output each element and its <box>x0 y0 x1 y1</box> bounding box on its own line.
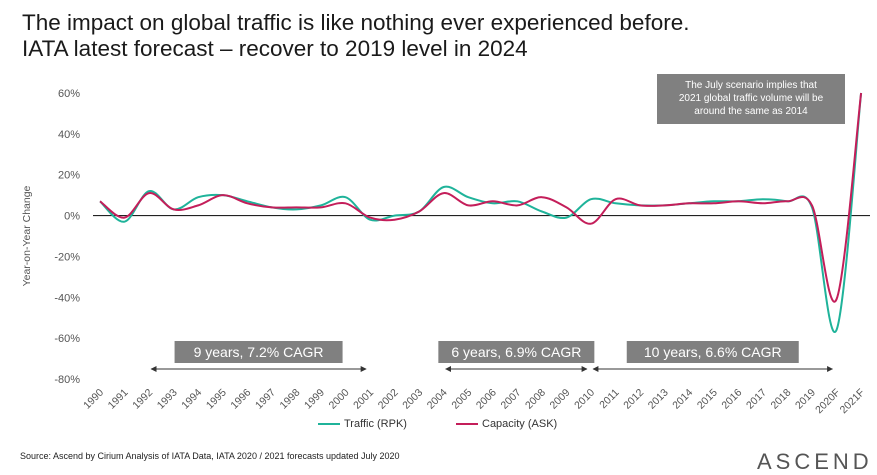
x-tick-label: 2016 <box>719 387 744 412</box>
title-line-1: The impact on global traffic is like not… <box>22 10 690 35</box>
line-chart: Year-on-Year Change 60% 40% 20% 0% -20% -40% -6… <box>21 74 870 417</box>
source-note: Source: Ascend by Cirium Analysis of IAT… <box>20 451 400 461</box>
x-tick-label: 2012 <box>621 387 646 412</box>
x-tick-label: 2009 <box>548 387 573 412</box>
y-tick-label: 20% <box>58 170 80 182</box>
x-tick-label: 1997 <box>253 387 278 412</box>
y-tick-label: -60% <box>54 333 80 345</box>
x-tick-label: 2008 <box>523 387 548 412</box>
x-tick-label: 1995 <box>204 387 229 412</box>
x-tick-label: 2015 <box>695 387 720 412</box>
y-tick-label: -80% <box>54 374 80 386</box>
chart-title: The impact on global traffic is like not… <box>22 10 689 62</box>
cagr-label: 10 years, 6.6% CAGR <box>644 344 782 360</box>
x-tick-label: 2020F <box>813 387 843 417</box>
scenario-callout-text: The July scenario implies that <box>685 80 817 91</box>
x-tick-label: 2000 <box>327 387 352 412</box>
y-tick-label: -20% <box>54 251 80 263</box>
traffic-legend-swatch <box>318 423 340 425</box>
legend-item-capacity: Capacity (ASK) <box>456 418 557 430</box>
capacity-legend-label: Capacity (ASK) <box>482 418 558 430</box>
scenario-callout-text: around the same as 2014 <box>694 106 808 117</box>
x-tick-label: 2021F <box>838 387 868 417</box>
x-tick-label: 1999 <box>302 387 327 412</box>
capacity-ask-line <box>99 92 863 303</box>
x-tick-label: 1994 <box>179 387 204 412</box>
x-tick-label: 2003 <box>400 387 425 412</box>
x-tick-label: 1992 <box>130 387 155 412</box>
x-tick-label: 1998 <box>278 387 303 412</box>
x-tick-label: 1990 <box>81 387 106 412</box>
x-tick-label: 1991 <box>106 387 131 412</box>
y-tick-label: 0% <box>64 211 80 223</box>
x-tick-label: 1993 <box>155 387 180 412</box>
traffic-rpk-line <box>99 92 863 334</box>
scenario-callout-box <box>657 74 845 124</box>
x-tick-label: 2013 <box>646 387 671 412</box>
brand-logo: ASCEND <box>757 449 873 474</box>
legend-item-traffic: Traffic (RPK) <box>318 418 407 430</box>
cagr-label-box <box>626 341 799 363</box>
x-tick-label: 2014 <box>670 387 695 412</box>
x-tick-label: 2017 <box>744 387 769 412</box>
y-tick-label: 40% <box>58 129 80 141</box>
y-tick-label: 60% <box>58 88 80 100</box>
cagr-label: 9 years, 7.2% CAGR <box>194 344 324 360</box>
x-tick-label: 2006 <box>474 387 499 412</box>
traffic-legend-label: Traffic (RPK) <box>344 418 407 430</box>
y-axis-title: Year-on-Year Change <box>21 185 33 286</box>
capacity-legend-swatch <box>456 423 478 425</box>
cagr-label: 6 years, 6.9% CAGR <box>451 344 581 360</box>
y-tick-label: -40% <box>54 292 80 304</box>
x-tick-label: 2018 <box>769 387 794 412</box>
cagr-label-box <box>438 341 595 363</box>
x-tick-label: 2004 <box>425 387 450 412</box>
scenario-callout-text: 2021 global traffic volume will be <box>679 93 824 104</box>
x-tick-label: 2002 <box>376 387 401 412</box>
x-tick-label: 2007 <box>498 387 523 412</box>
x-tick-label: 1996 <box>228 387 253 412</box>
x-tick-label: 2005 <box>449 387 474 412</box>
x-tick-label: 2001 <box>351 387 376 412</box>
x-tick-label: 2010 <box>572 387 597 412</box>
cagr-label-box <box>174 341 343 363</box>
x-tick-label: 2011 <box>597 387 622 412</box>
title-line-2: IATA latest forecast – recover to 2019 l… <box>22 36 528 61</box>
